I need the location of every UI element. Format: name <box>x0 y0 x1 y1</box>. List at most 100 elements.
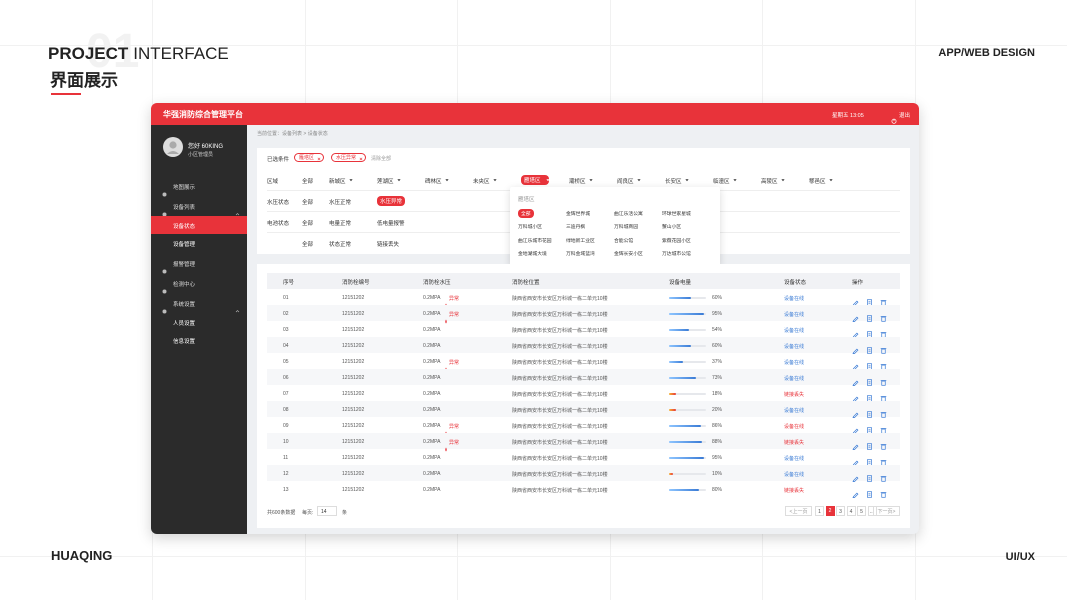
detail-button[interactable] <box>866 325 873 338</box>
detail-button[interactable] <box>866 373 873 386</box>
delete-button[interactable] <box>880 453 887 466</box>
delete-button[interactable] <box>880 325 887 338</box>
edit-button[interactable] <box>852 437 859 450</box>
edit-button[interactable] <box>852 389 859 402</box>
detail-button[interactable] <box>866 485 873 498</box>
submenu-item[interactable]: 设备状态 <box>173 224 196 230</box>
dropdown-item[interactable]: 万科城小区 <box>518 225 542 231</box>
detail-button[interactable] <box>866 357 873 370</box>
filter-option[interactable]: 低电量报警 <box>377 221 405 227</box>
detail-button[interactable] <box>866 453 873 466</box>
dropdown-item[interactable]: 曲江乐城市花园 <box>518 238 552 244</box>
filter-chip[interactable]: 水压异常 <box>331 153 367 162</box>
filter-option[interactable]: 状态正常 <box>329 242 352 248</box>
filter-option[interactable]: 未央区 <box>473 177 497 185</box>
filter-option[interactable]: 电量正常 <box>329 221 352 227</box>
filter-option[interactable]: 全部 <box>302 179 314 185</box>
delete-button[interactable] <box>880 469 887 482</box>
delete-button[interactable] <box>880 309 887 322</box>
submenu-item[interactable]: 信息设置 <box>173 339 196 345</box>
filter-option[interactable]: 全部 <box>302 221 314 227</box>
delete-button[interactable] <box>880 389 887 402</box>
edit-button[interactable] <box>852 357 859 370</box>
menu-item[interactable]: 设备列表 <box>173 205 196 211</box>
edit-button[interactable] <box>852 421 859 434</box>
detail-button[interactable] <box>866 437 873 450</box>
prev-page[interactable]: <上一页 <box>785 506 812 516</box>
page-button[interactable]: 1 <box>815 506 824 516</box>
dropdown-item[interactable]: 环球世家星城 <box>662 212 691 217</box>
page-button[interactable]: 4 <box>846 506 856 516</box>
per-page-input[interactable]: 14 <box>317 506 337 516</box>
menu-item[interactable]: 地图展示 <box>173 185 196 191</box>
page-button[interactable]: 2 <box>825 506 835 516</box>
filter-option[interactable]: 全部 <box>302 200 314 206</box>
logout[interactable]: 退出 <box>899 113 911 119</box>
next-page[interactable]: 下一页> <box>873 506 900 516</box>
detail-button[interactable] <box>866 309 873 322</box>
delete-button[interactable] <box>880 437 887 450</box>
cell-pressure: 0.2MPA <box>423 375 441 381</box>
footer-label: UI/UX <box>1005 551 1035 563</box>
detail-button[interactable] <box>866 469 873 482</box>
menu-item[interactable]: 报警管理 <box>173 262 196 268</box>
edit-button[interactable] <box>852 469 859 482</box>
delete-button[interactable] <box>880 341 887 354</box>
clear-all[interactable]: 清除全部 <box>371 156 392 162</box>
filter-option[interactable]: 雁塔区 <box>521 175 550 185</box>
dropdown-item[interactable]: 万科金域蓝湾 <box>566 251 595 257</box>
dropdown-item[interactable]: 曲江乐活公寓 <box>614 212 643 217</box>
edit-button[interactable] <box>852 485 859 498</box>
page-button[interactable]: ... <box>867 506 877 516</box>
detail-button[interactable] <box>866 405 873 418</box>
menu-item[interactable]: 检测中心 <box>173 282 196 288</box>
dropdown-item[interactable]: 万达城市公馆 <box>662 251 691 257</box>
dropdown-item[interactable]: 金辉世界城 <box>566 212 590 217</box>
filter-option[interactable]: 长安区 <box>665 177 689 185</box>
edit-button[interactable] <box>852 453 859 466</box>
filter-option[interactable]: 链接丢失 <box>377 242 400 248</box>
submenu-item[interactable]: 人员设置 <box>173 321 196 327</box>
dropdown-item[interactable]: 合能公馆 <box>614 238 634 244</box>
filter-option[interactable]: 高陵区 <box>761 177 785 185</box>
delete-button[interactable] <box>880 293 887 306</box>
dropdown-item[interactable]: 万科城商园 <box>614 225 638 231</box>
delete-button[interactable] <box>880 485 887 498</box>
delete-button[interactable] <box>880 357 887 370</box>
page-button[interactable]: 5 <box>857 506 866 516</box>
dropdown-item[interactable]: 金辉长安小区 <box>614 251 643 257</box>
detail-button[interactable] <box>866 389 873 402</box>
detail-button[interactable] <box>866 421 873 434</box>
edit-button[interactable] <box>852 293 859 306</box>
detail-button[interactable] <box>866 293 873 306</box>
filter-option[interactable]: 水压正常 <box>329 200 352 206</box>
filter-option[interactable]: 阎良区 <box>617 177 641 185</box>
dropdown-item[interactable]: 三迪丹枫 <box>566 225 586 231</box>
detail-button[interactable] <box>866 341 873 354</box>
submenu-item[interactable]: 设备管理 <box>173 242 196 248</box>
dropdown-item[interactable]: 蟹山小区 <box>662 225 682 231</box>
delete-button[interactable] <box>880 405 887 418</box>
filter-chip[interactable]: 雁塔区 <box>294 153 325 162</box>
filter-option[interactable]: 鄠邑区 <box>809 177 833 185</box>
edit-button[interactable] <box>852 341 859 354</box>
delete-button[interactable] <box>880 373 887 386</box>
edit-button[interactable] <box>852 405 859 418</box>
edit-button[interactable] <box>852 373 859 386</box>
dropdown-item[interactable]: 紫薇花园小区 <box>662 238 691 244</box>
delete-button[interactable] <box>880 421 887 434</box>
dropdown-item[interactable]: 金地湖城大境 <box>518 251 547 257</box>
filter-option[interactable]: 水压异常 <box>377 196 406 206</box>
filter-option[interactable]: 全部 <box>302 242 314 248</box>
edit-button[interactable] <box>852 309 859 322</box>
edit-button[interactable] <box>852 325 859 338</box>
filter-option[interactable]: 灞桥区 <box>569 177 593 185</box>
filter-option[interactable]: 临潼区 <box>713 177 737 185</box>
menu-item[interactable]: 系统设置 <box>173 302 196 308</box>
filter-option[interactable]: 新城区 <box>329 177 353 185</box>
dropdown-item[interactable]: 全部 <box>518 209 534 218</box>
filter-option[interactable]: 碑林区 <box>425 177 449 185</box>
page-button[interactable]: 3 <box>836 506 845 516</box>
filter-option[interactable]: 莲湖区 <box>377 177 401 185</box>
dropdown-item[interactable]: 绿地新工业区 <box>566 238 595 244</box>
